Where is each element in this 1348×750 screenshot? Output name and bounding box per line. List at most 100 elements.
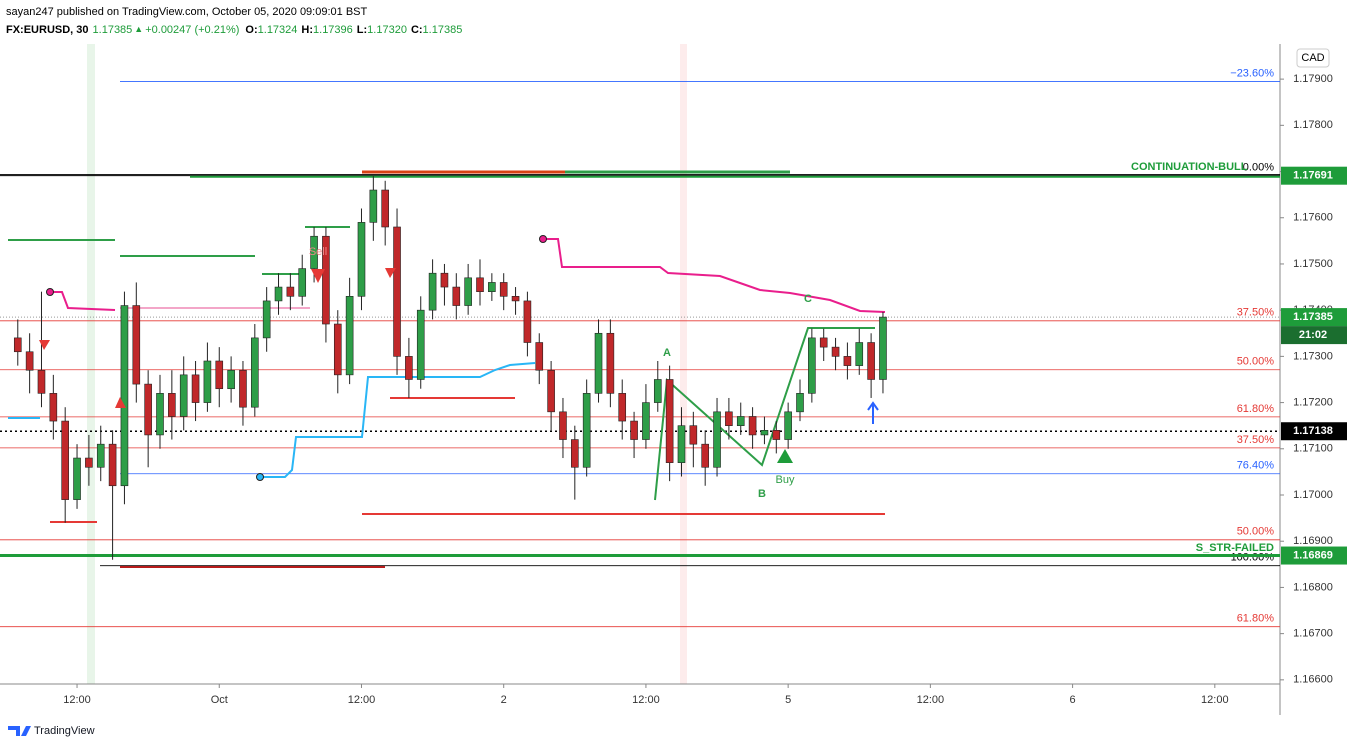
currency-box[interactable] [1296, 48, 1330, 68]
candle-body [357, 222, 366, 297]
candle-body [630, 420, 638, 440]
bull-label: CONTINUATION-BULL [1131, 161, 1248, 173]
candle-body [345, 296, 354, 376]
candle-body [73, 457, 81, 500]
x-tick-label: 12:00 [917, 694, 945, 706]
candle-body [476, 277, 484, 292]
candle-body [239, 369, 247, 408]
candle-body [713, 411, 721, 468]
y-tick-label: 1.17500 [1293, 258, 1333, 270]
candle-body [796, 393, 804, 413]
price-tag-label: 1.17691 [1293, 170, 1333, 182]
ohlc-value: 1.17396 [313, 24, 353, 36]
levels: −23.60% 0.00% 37.50% 50.00% 61.80% 37.50% 76.4… [0, 67, 1280, 628]
candle-body [168, 393, 176, 417]
ohlc-value: 1.17324 [258, 24, 298, 36]
signals [39, 268, 879, 463]
candle-body [582, 393, 591, 468]
candle-body [381, 189, 389, 228]
sell-triangle [39, 340, 50, 350]
candle-body [499, 282, 508, 297]
candle-body [677, 425, 686, 463]
y-tick-label: 1.16600 [1293, 674, 1333, 686]
candle-body [393, 226, 401, 357]
candle-body [416, 309, 425, 380]
candle-body [760, 430, 769, 436]
candle-body [606, 332, 615, 394]
candle-body [855, 342, 864, 366]
level-label: 37.50% [1237, 434, 1275, 446]
y-tick-label: 1.16800 [1293, 581, 1333, 593]
candle-body [748, 416, 757, 436]
candle-body [215, 360, 224, 390]
candle-body [262, 300, 271, 339]
candle-body [725, 411, 733, 426]
candle-body [523, 300, 532, 343]
candle-body [227, 369, 235, 390]
level-label: 76.40% [1237, 460, 1275, 472]
price-tag [1281, 308, 1347, 327]
sell-triangle [311, 269, 325, 283]
candle-body [701, 443, 709, 468]
candle-body [144, 383, 152, 436]
level-label: 61.80% [1237, 613, 1275, 625]
zigzag [654, 327, 875, 501]
ohlc-value: 1.17320 [367, 24, 407, 36]
candle-body [559, 411, 567, 440]
candle-body [843, 356, 852, 366]
candle-body [488, 282, 496, 292]
candle-body [25, 351, 34, 371]
candle-body [511, 296, 520, 302]
y-tick-label: 1.17100 [1293, 443, 1333, 455]
candle-body [665, 379, 674, 463]
ohlc-key: O: [245, 24, 257, 36]
price-tag [1281, 422, 1347, 441]
brand-logo [8, 726, 31, 736]
y-tick-label: 1.17200 [1293, 396, 1333, 408]
symbol: FX:EURUSD, 30 [6, 24, 89, 36]
level-label: 0.00% [1243, 162, 1274, 174]
x-tick-label: 12:00 [1201, 694, 1229, 706]
x-tick-label: Oct [211, 694, 228, 706]
brand: TradingView [34, 725, 95, 737]
candle-body [428, 272, 437, 311]
y-tick-label: 1.17300 [1293, 350, 1333, 362]
last: 1.17385 [93, 24, 133, 36]
candle-body [784, 411, 792, 440]
level-label: 50.00% [1237, 526, 1275, 538]
candle-body [49, 393, 58, 422]
session-band [680, 44, 687, 684]
trail-line [50, 291, 116, 311]
y-tick-label: 1.16900 [1293, 535, 1333, 547]
candle-body [132, 305, 141, 385]
level-label: 61.80% [1237, 403, 1275, 415]
trail-dot [539, 235, 547, 243]
candle-body [85, 457, 93, 468]
trail-dot [256, 473, 264, 481]
ohlc-key: L: [357, 24, 367, 36]
candle-body [310, 235, 318, 269]
level-label: −23.60% [1230, 67, 1274, 79]
candle-body [274, 286, 283, 302]
candle-body [13, 337, 22, 353]
wave-label: B [758, 488, 766, 500]
candle-body [571, 439, 579, 468]
candle-body [322, 235, 330, 325]
candle-body [653, 379, 662, 403]
candle-body [535, 342, 544, 371]
y-tick-label: 1.17900 [1293, 73, 1333, 85]
arrow: ▲ [134, 24, 143, 34]
trail-line [260, 362, 536, 478]
ohlc-key: C: [411, 24, 423, 36]
candle-body [808, 337, 816, 394]
indicators [8, 170, 886, 568]
buy-label: Buy [776, 474, 795, 486]
candle-body [879, 316, 887, 380]
ohlc: O:1.17324 H:1.17396 L:1.17320 C:1.17385 [245, 24, 462, 36]
countdown: 21:02 [1299, 329, 1327, 341]
candle-body [61, 420, 69, 500]
y-tick-label: 1.16700 [1293, 628, 1333, 640]
price-tag [1281, 166, 1347, 185]
author-line: sayan247 published on TradingView.com, O… [6, 6, 367, 18]
symbol-line: FX:EURUSD, 30 1.17385 ▲ +0.00247 (+0.21%) O:… [6, 24, 462, 36]
